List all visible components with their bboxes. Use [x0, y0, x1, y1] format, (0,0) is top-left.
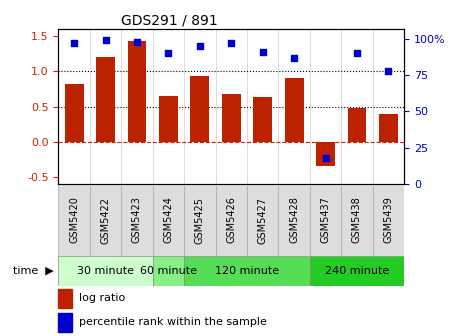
Text: GSM5438: GSM5438: [352, 197, 362, 243]
Point: [165, 50, 172, 56]
Bar: [121, 184, 153, 256]
Text: GSM5426: GSM5426: [226, 197, 236, 244]
Point: [259, 49, 266, 54]
Text: GDS291 / 891: GDS291 / 891: [121, 14, 217, 28]
Point: [196, 43, 203, 49]
Text: GSM5439: GSM5439: [383, 197, 393, 243]
Bar: [348, 108, 366, 142]
Point: [291, 55, 298, 60]
Bar: [58, 289, 72, 307]
Bar: [190, 76, 209, 142]
Bar: [58, 313, 72, 332]
Text: time  ▶: time ▶: [13, 266, 54, 276]
Point: [133, 39, 141, 44]
Text: 30 minute: 30 minute: [77, 266, 134, 276]
Text: GSM5423: GSM5423: [132, 197, 142, 244]
Bar: [96, 57, 115, 142]
Point: [385, 68, 392, 73]
Bar: [153, 256, 184, 286]
Point: [228, 40, 235, 46]
Bar: [316, 142, 335, 166]
Text: GSM5428: GSM5428: [289, 197, 299, 244]
Bar: [222, 94, 241, 142]
Point: [322, 155, 329, 161]
Bar: [373, 184, 404, 256]
Text: GSM5420: GSM5420: [69, 197, 79, 244]
Text: GSM5422: GSM5422: [101, 197, 110, 244]
Bar: [184, 184, 216, 256]
Bar: [341, 184, 373, 256]
Text: log ratio: log ratio: [79, 293, 125, 303]
Bar: [159, 96, 178, 142]
Point: [70, 40, 78, 46]
Bar: [247, 184, 278, 256]
Bar: [58, 184, 90, 256]
Text: percentile rank within the sample: percentile rank within the sample: [79, 318, 266, 328]
Bar: [128, 41, 146, 142]
Bar: [379, 114, 398, 142]
Text: GSM5437: GSM5437: [321, 197, 330, 244]
Point: [102, 37, 109, 43]
Point: [353, 50, 361, 56]
Bar: [285, 78, 304, 142]
Text: 60 minute: 60 minute: [140, 266, 197, 276]
Text: 240 minute: 240 minute: [325, 266, 389, 276]
Bar: [65, 84, 84, 142]
Text: GSM5425: GSM5425: [195, 197, 205, 244]
Text: GSM5424: GSM5424: [163, 197, 173, 244]
Bar: [310, 184, 341, 256]
Bar: [153, 184, 184, 256]
Text: 120 minute: 120 minute: [215, 266, 279, 276]
Bar: [310, 256, 404, 286]
Bar: [184, 256, 310, 286]
Bar: [253, 97, 272, 142]
Bar: [58, 256, 153, 286]
Text: GSM5427: GSM5427: [258, 197, 268, 244]
Bar: [216, 184, 247, 256]
Bar: [90, 184, 121, 256]
Bar: [278, 184, 310, 256]
